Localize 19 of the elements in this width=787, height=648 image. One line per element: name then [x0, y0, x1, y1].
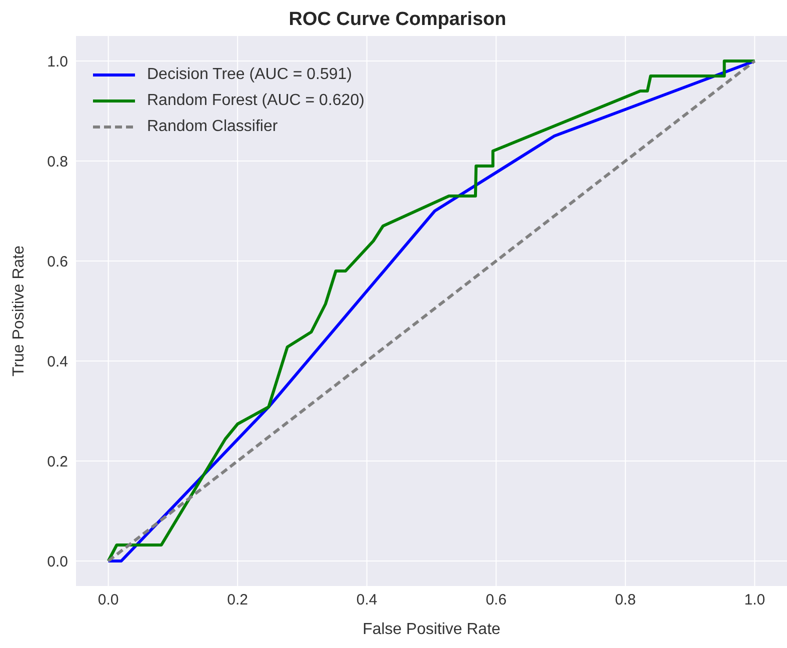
legend-label: Random Classifier — [147, 118, 278, 136]
x-tick-label: 0.6 — [486, 592, 507, 609]
y-tick-label: 0.6 — [47, 253, 68, 270]
x-axis-title: False Positive Rate — [362, 621, 501, 638]
y-axis-title: True Positive Rate — [10, 245, 28, 377]
chart-title: ROC Curve Comparison — [288, 8, 508, 32]
y-tick-label: 0.2 — [47, 453, 68, 470]
y-tick-label: 0.8 — [47, 153, 68, 170]
x-tick-label: 0.8 — [614, 592, 636, 609]
legend-label: Random Forest (AUC = 0.620) — [147, 92, 364, 110]
x-tick-label: 0.2 — [227, 592, 248, 609]
y-tick-label: 0.4 — [47, 353, 68, 370]
legend-label: Decision Tree (AUC = 0.591) — [147, 66, 352, 84]
x-tick-label: 1.0 — [744, 592, 766, 609]
y-tick-label: 0.0 — [47, 553, 68, 570]
x-tick-label: 0.0 — [98, 592, 119, 609]
x-tick-label: 0.4 — [356, 592, 378, 609]
line-series — [106, 60, 756, 562]
y-tick-label: 1.0 — [47, 53, 68, 70]
